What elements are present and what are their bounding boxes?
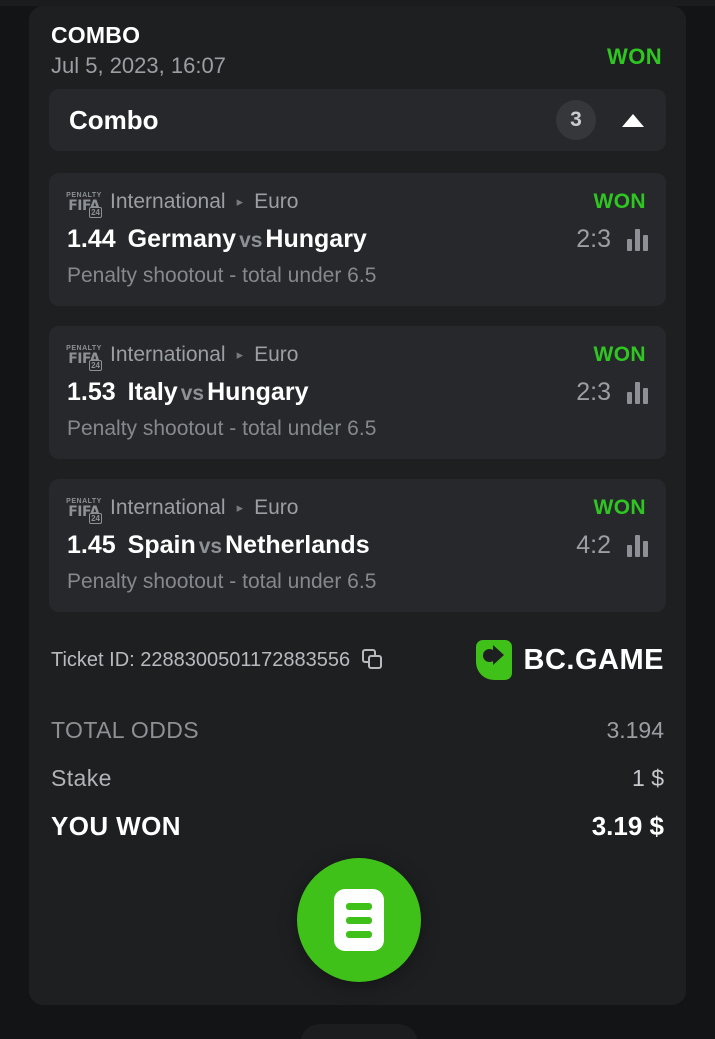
home-team: Italy <box>127 378 178 406</box>
fifa-penalty-icon: PENALTY FIFA 24 <box>66 340 102 371</box>
selection-header: PENALTY FIFA 24 International ▸ Euro WON <box>66 187 648 218</box>
selection-right-group: 2:3 <box>576 225 648 254</box>
top-strip <box>0 0 715 6</box>
copy-icon[interactable] <box>362 649 384 671</box>
total-odds-row: TOTAL ODDS 3.194 <box>51 706 664 754</box>
away-team: Hungary <box>207 378 309 406</box>
chevron-up-icon[interactable] <box>622 113 644 127</box>
selection-odd: 1.45 <box>67 531 116 559</box>
fifa-logo-top: PENALTY <box>66 344 102 352</box>
total-odds-label: TOTAL ODDS <box>51 716 199 743</box>
selection-competition: Euro <box>254 190 299 213</box>
ticket-status-badge: WON <box>607 44 662 69</box>
away-team: Hungary <box>265 225 367 253</box>
selection-league-group: PENALTY FIFA 24 International ▸ Euro <box>66 493 299 524</box>
vs-label: vs <box>198 535 223 558</box>
ticket-card: COMBO Jul 5, 2023, 16:07 WON Combo 3 PEN… <box>29 6 686 1005</box>
selection-score: 2:3 <box>576 225 611 253</box>
selection-row[interactable]: PENALTY FIFA 24 International ▸ Euro WON… <box>49 479 666 612</box>
selection-right-group: 2:3 <box>576 378 648 407</box>
selection-status-badge: WON <box>593 190 646 213</box>
selection-teams-group: 1.45 Spain vs Netherlands <box>67 531 370 560</box>
ticket-id-label: Ticket ID: 2288300501172883556 <box>51 648 351 671</box>
selection-competition: Euro <box>254 496 299 519</box>
breadcrumb-separator-icon: ▸ <box>236 347 244 362</box>
selection-market: Penalty shootout - total under 6.5 <box>67 570 377 593</box>
fifa-penalty-icon: PENALTY FIFA 24 <box>66 187 102 218</box>
selection-status-badge: WON <box>593 343 646 366</box>
selection-competition: Euro <box>254 343 299 366</box>
fifa-logo-year: 24 <box>89 513 102 524</box>
fifa-logo-year: 24 <box>89 360 102 371</box>
totals-section: TOTAL ODDS 3.194 Stake 1 $ YOU WON 3.19 … <box>49 706 666 850</box>
selection-odd: 1.44 <box>67 225 116 253</box>
selection-main: 1.45 Spain vs Netherlands 4:2 <box>67 531 648 560</box>
home-team: Germany <box>127 225 237 253</box>
brand-name: BC.GAME <box>523 643 664 676</box>
below-card-peek <box>300 1024 418 1039</box>
selection-header: PENALTY FIFA 24 International ▸ Euro WON <box>66 493 648 524</box>
receipt-fab-button[interactable] <box>297 858 421 982</box>
ticket-header: COMBO Jul 5, 2023, 16:07 WON <box>49 20 666 89</box>
vs-label: vs <box>180 382 205 405</box>
bcgame-mark-icon <box>475 640 512 680</box>
selection-match: Germany vs Hungary <box>128 225 367 254</box>
selection-odd: 1.53 <box>67 378 116 406</box>
bar-chart-icon[interactable] <box>627 228 648 251</box>
selection-league-group: PENALTY FIFA 24 International ▸ Euro <box>66 340 299 371</box>
ticket-id-group: Ticket ID: 2288300501172883556 <box>51 649 384 672</box>
stake-row: Stake 1 $ <box>51 754 664 802</box>
bar-chart-icon[interactable] <box>627 381 648 404</box>
selection-league: International <box>110 496 226 519</box>
combo-count-badge: 3 <box>556 100 596 140</box>
payout-label: YOU WON <box>51 810 181 841</box>
combo-title: Combo <box>69 104 159 135</box>
combo-bar-right: 3 <box>556 100 644 140</box>
ticket-header-left: COMBO Jul 5, 2023, 16:07 <box>51 22 226 79</box>
ticket-type-label: COMBO <box>51 22 141 48</box>
receipt-document-icon <box>334 889 384 951</box>
fifa-penalty-icon: PENALTY FIFA 24 <box>66 493 102 524</box>
fifa-logo-top: PENALTY <box>66 497 102 505</box>
selection-main: 1.44 Germany vs Hungary 2:3 <box>67 225 648 254</box>
home-team: Spain <box>127 531 196 559</box>
vs-label: vs <box>239 229 263 252</box>
selection-league-group: PENALTY FIFA 24 International ▸ Euro <box>66 187 299 218</box>
ticket-id-row: Ticket ID: 2288300501172883556 BC.GAME <box>49 640 666 680</box>
selection-header: PENALTY FIFA 24 International ▸ Euro WON <box>66 340 648 371</box>
selection-score: 2:3 <box>576 378 611 406</box>
selection-row[interactable]: PENALTY FIFA 24 International ▸ Euro WON… <box>49 326 666 459</box>
selection-list: PENALTY FIFA 24 International ▸ Euro WON… <box>49 173 666 612</box>
payout-value: 3.19 $ <box>591 810 664 841</box>
selection-match: Spain vs Netherlands <box>128 531 370 560</box>
fifa-logo-top: PENALTY <box>66 191 102 199</box>
selection-status-badge: WON <box>593 496 646 519</box>
stake-value: 1 $ <box>632 764 664 791</box>
selection-teams-group: 1.44 Germany vs Hungary <box>67 225 367 254</box>
breadcrumb-separator-icon: ▸ <box>236 194 244 209</box>
selection-league: International <box>110 190 226 213</box>
selection-market: Penalty shootout - total under 6.5 <box>67 417 377 440</box>
combo-summary-bar[interactable]: Combo 3 <box>49 89 666 151</box>
selection-market: Penalty shootout - total under 6.5 <box>67 264 377 287</box>
selection-row[interactable]: PENALTY FIFA 24 International ▸ Euro WON… <box>49 173 666 306</box>
away-team: Netherlands <box>225 531 370 559</box>
selection-right-group: 4:2 <box>576 531 648 560</box>
selection-teams-group: 1.53 Italy vs Hungary <box>67 378 308 407</box>
selection-score: 4:2 <box>576 531 611 559</box>
stake-label: Stake <box>51 764 112 791</box>
fifa-logo-year: 24 <box>89 207 102 218</box>
bar-chart-icon[interactable] <box>627 534 648 557</box>
payout-row: YOU WON 3.19 $ <box>51 802 664 850</box>
selection-match: Italy vs Hungary <box>128 378 309 407</box>
ticket-timestamp: Jul 5, 2023, 16:07 <box>51 53 226 78</box>
breadcrumb-separator-icon: ▸ <box>236 500 244 515</box>
selection-league: International <box>110 343 226 366</box>
total-odds-value: 3.194 <box>606 716 664 743</box>
brand-logo: BC.GAME <box>475 640 664 680</box>
selection-main: 1.53 Italy vs Hungary 2:3 <box>67 378 648 407</box>
